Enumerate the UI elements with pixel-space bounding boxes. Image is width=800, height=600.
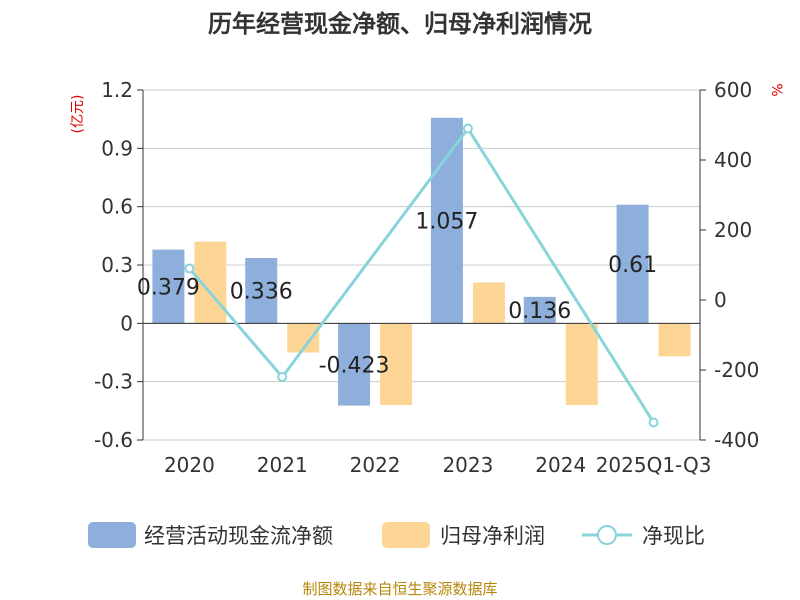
axes: 1.20.90.60.30-0.3-0.66004002000-200-4002…: [70, 78, 784, 477]
left-tick-label: 0.6: [101, 195, 133, 219]
left-unit-label: (亿元): [70, 95, 86, 134]
cashflow-value-label: 0.136: [508, 299, 571, 324]
netprofit-bar: [565, 323, 598, 405]
legend-label-cashflow: 经营活动现金流净额: [144, 524, 333, 548]
ratio-line-segment: [281, 127, 470, 378]
cashflow-value-label: 0.379: [137, 275, 200, 300]
legend-label-ratio: 净现比: [642, 524, 705, 548]
left-tick-label: 1.2: [101, 78, 133, 102]
ratio-point: [277, 372, 288, 382]
right-tick-label: -400: [714, 428, 759, 452]
right-tick-label: -200: [714, 358, 759, 382]
left-tick-label: 0.3: [101, 253, 133, 277]
right-tick-label: 0: [714, 288, 727, 312]
right-tick-label: 400: [714, 148, 752, 172]
bars: [152, 117, 691, 406]
left-tick-label: -0.3: [94, 370, 133, 394]
ratio-line-segment: [466, 127, 655, 424]
ratio-point: [184, 263, 195, 274]
legend-swatch-netprofit: [382, 522, 430, 548]
ratio-line: [184, 123, 659, 428]
cashflow-bar: [338, 323, 371, 406]
left-tick-label: 0: [120, 311, 133, 335]
netprofit-bar: [472, 282, 505, 324]
category-label: 2020: [164, 453, 215, 477]
cashflow-bar: [616, 204, 649, 324]
legend-swatch-ratio-marker: [597, 525, 617, 545]
cashflow-value-label: 0.61: [608, 253, 657, 278]
category-label: 2024: [535, 453, 586, 477]
left-tick-label: 0.9: [101, 136, 133, 160]
cashflow-bar: [430, 117, 463, 324]
ratio-point: [648, 417, 659, 428]
left-tick-label: -0.6: [94, 428, 133, 452]
cashflow-value-label: 0.336: [230, 280, 293, 305]
chart-title: 历年经营现金净额、归母净利润情况: [208, 10, 592, 38]
right-tick-label: 200: [714, 218, 752, 242]
cashflow-bar: [523, 296, 556, 324]
cashflow-value-label: -0.423: [319, 353, 390, 378]
netprofit-bar: [380, 323, 413, 405]
category-label: 2023: [442, 453, 493, 477]
cashflow-bar: [152, 249, 185, 324]
source-note: 制图数据来自恒生聚源数据库: [302, 580, 497, 598]
right-tick-label: 600: [714, 78, 752, 102]
cashflow-value-label: 1.057: [415, 210, 478, 235]
category-label: 2021: [257, 453, 308, 477]
ratio-point: [462, 123, 473, 134]
legend-label-netprofit: 归母净利润: [440, 524, 545, 548]
legend-swatch-cashflow: [88, 522, 136, 548]
netprofit-bar: [658, 323, 691, 357]
ratio-line-segment: [188, 267, 284, 378]
cashflow-bar: [245, 258, 278, 324]
category-label: 2025Q1-Q3: [596, 453, 712, 477]
legend: 经营活动现金流净额 归母净利润 净现比: [88, 522, 705, 548]
data-labels: 0.379 0.336 -0.423 1.057 0.136 0.61: [137, 210, 657, 379]
category-label: 2022: [350, 453, 401, 477]
right-unit-label: %: [768, 83, 784, 96]
